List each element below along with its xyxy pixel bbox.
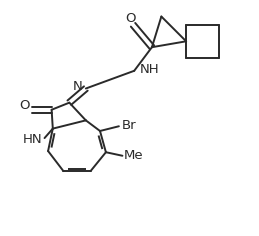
Text: Br: Br (121, 118, 136, 132)
Text: HN: HN (23, 133, 42, 146)
Text: Me: Me (124, 148, 143, 162)
Text: O: O (20, 99, 30, 112)
Text: O: O (125, 12, 136, 25)
Text: N: N (73, 80, 82, 93)
Text: NH: NH (140, 63, 159, 76)
